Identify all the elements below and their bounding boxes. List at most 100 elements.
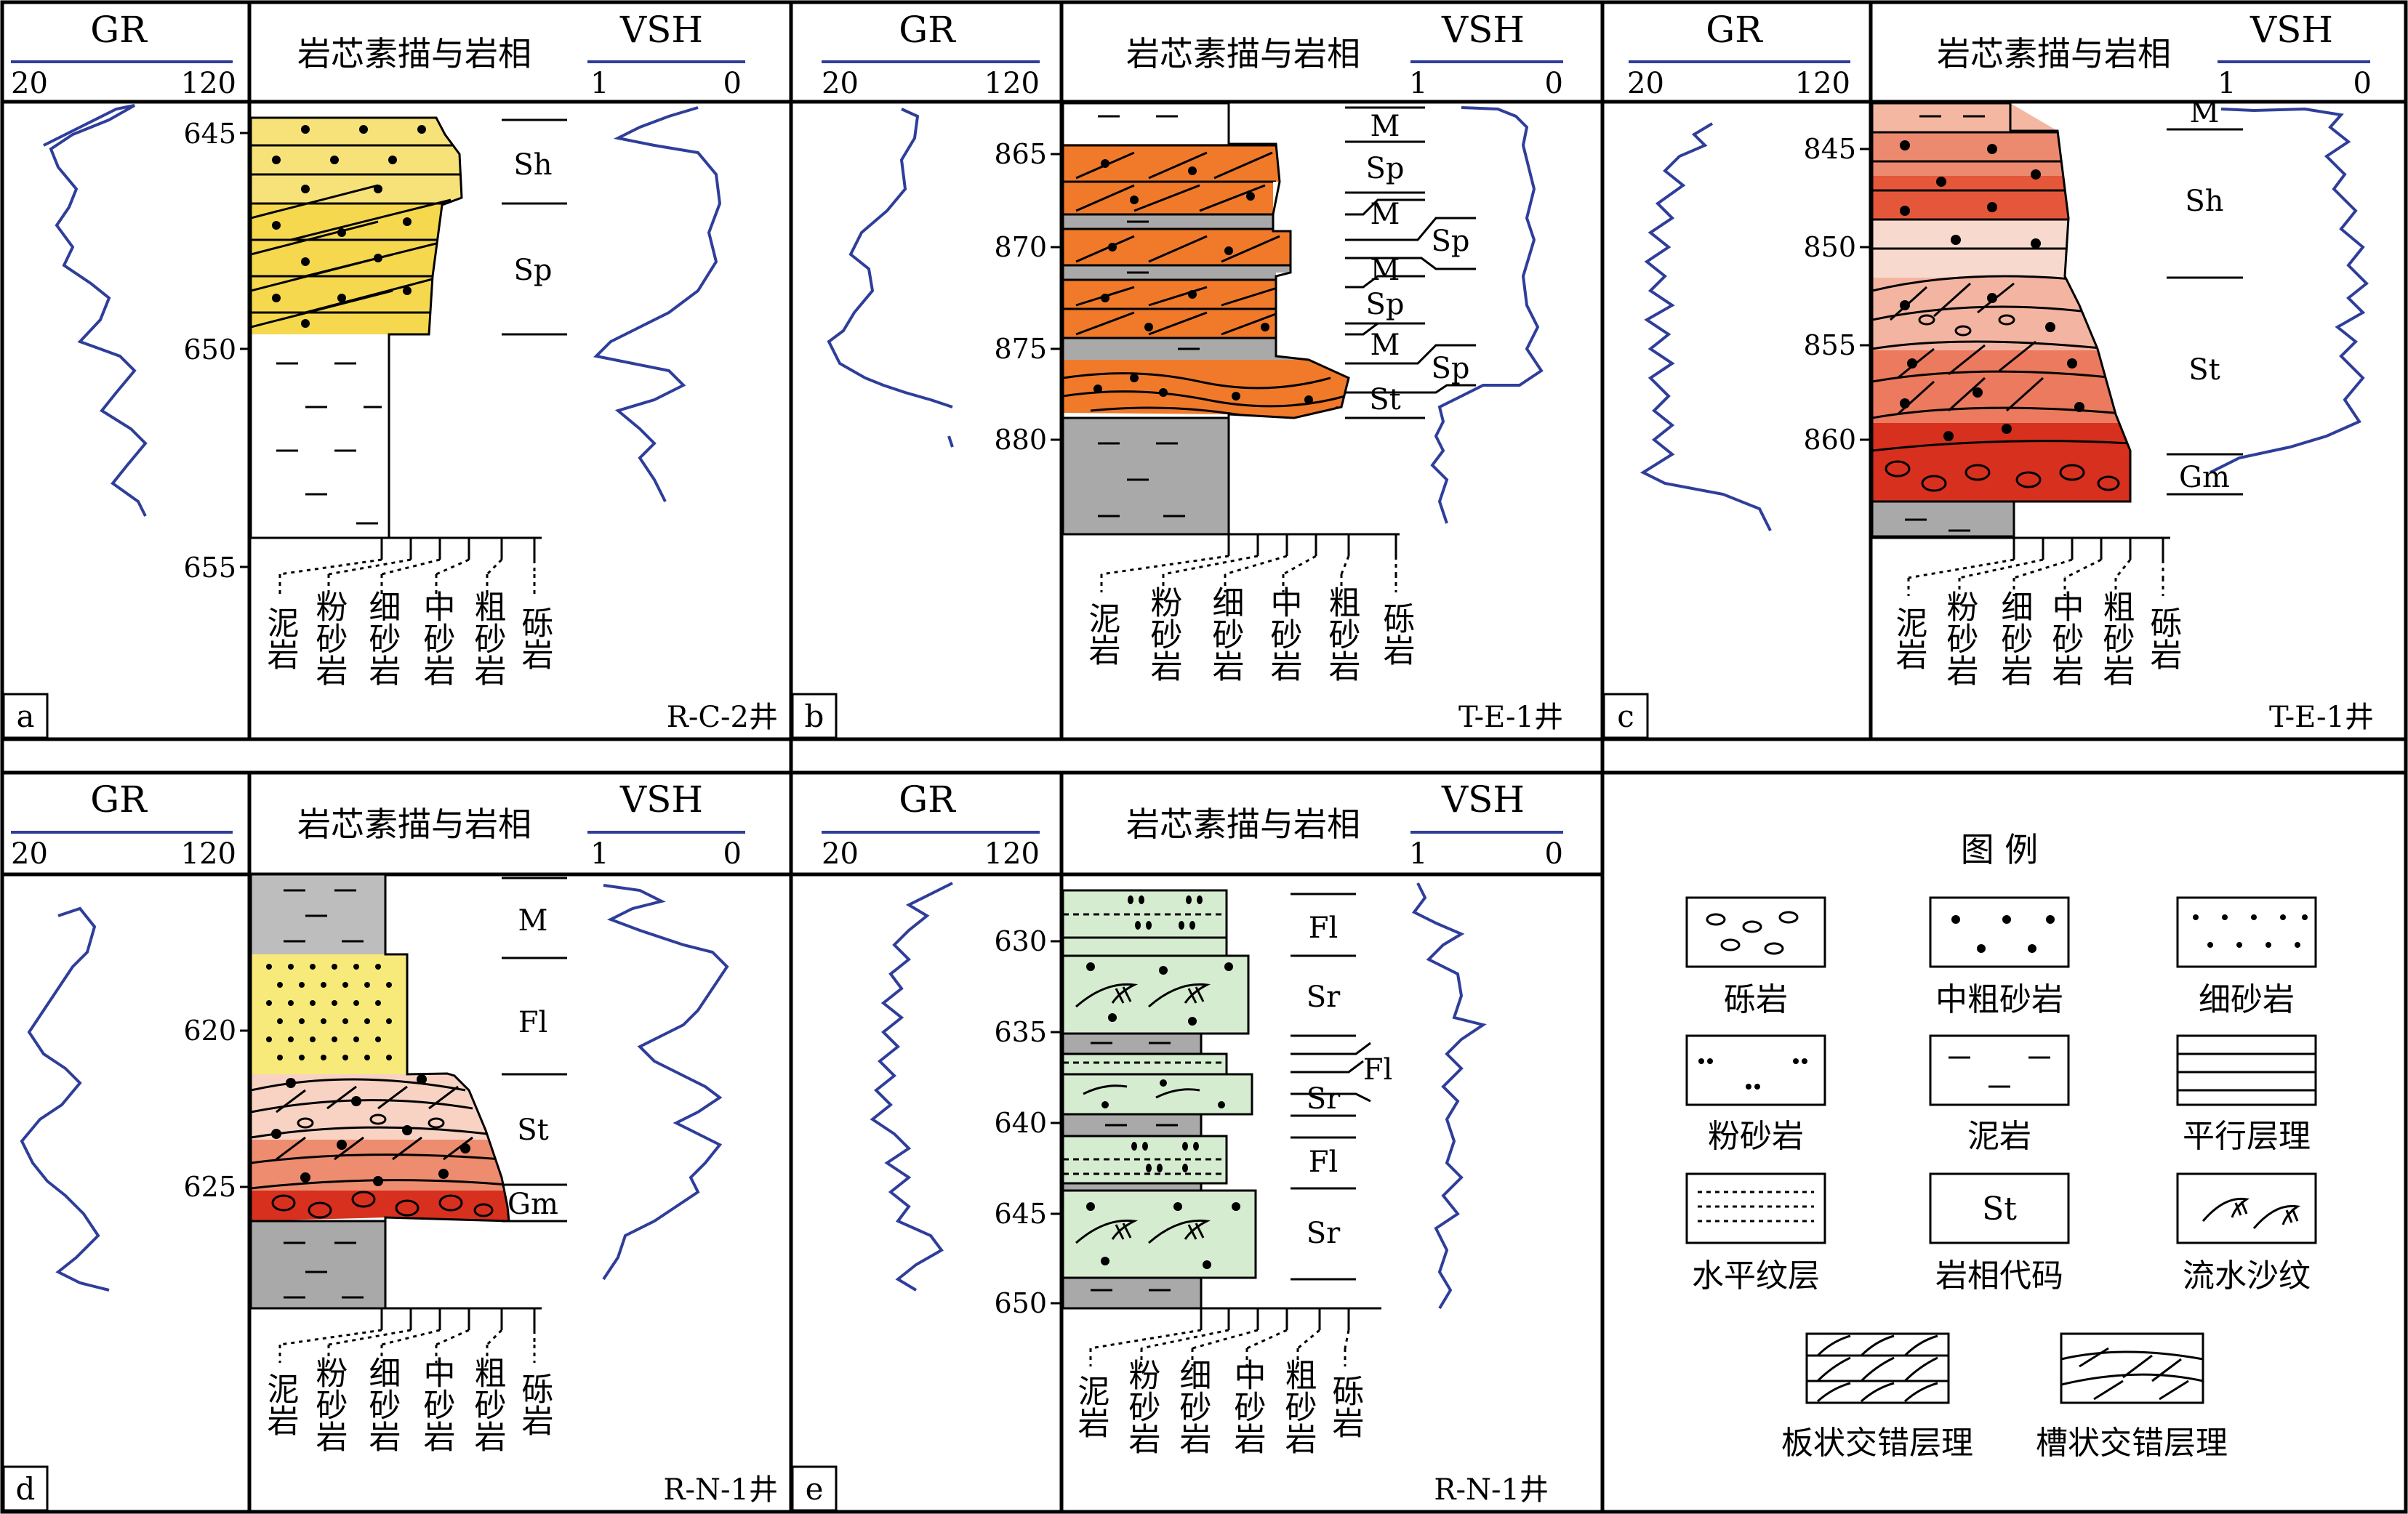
legend-label: 泥岩 bbox=[1967, 1118, 2031, 1155]
lithology-labels: 泥岩 粉砂岩 细砂岩 中砂岩 粗砂岩 砾岩 bbox=[1072, 1358, 1364, 1454]
vsh-scale-max: 0 bbox=[2353, 67, 2372, 100]
well-name: R-C-2井 bbox=[667, 701, 778, 734]
lithology-label: 细砂岩 bbox=[364, 1356, 401, 1452]
legend-facies-example: St bbox=[1982, 1191, 2017, 1228]
well-name: R-N-1井 bbox=[663, 1473, 778, 1507]
depth-label: 865 bbox=[994, 138, 1047, 170]
facies-code: Sr bbox=[1307, 1217, 1341, 1250]
grain-size-scale bbox=[1063, 533, 1400, 592]
depth-label: 640 bbox=[994, 1107, 1047, 1139]
core-header: 岩芯素描与岩相 bbox=[1126, 34, 1360, 73]
legend-label: 流水沙纹 bbox=[2183, 1257, 2311, 1294]
facies-code: M bbox=[518, 904, 548, 938]
lithology-label: 砾岩 bbox=[1378, 602, 1415, 666]
siltstone-layer bbox=[251, 954, 407, 1074]
facies-code: Fl bbox=[1363, 1053, 1393, 1087]
vsh-header: VSH bbox=[619, 778, 703, 821]
legend-label: 板状交错层理 bbox=[1781, 1425, 1973, 1462]
lithology-label: 泥岩 bbox=[1072, 1374, 1109, 1438]
depth-label: 645 bbox=[994, 1198, 1047, 1230]
panel-a: GR 20 120 岩芯素描与岩相 VSH 1 0 bbox=[2, 9, 778, 739]
vsh-curve bbox=[593, 106, 722, 502]
panel-label-box bbox=[791, 693, 838, 739]
lithology-label: 砾岩 bbox=[1327, 1374, 1364, 1438]
lithology-label: 中砂岩 bbox=[1265, 586, 1302, 682]
panel-e: GR 20 120 岩芯素描与岩相 VSH 1 0 bbox=[791, 778, 1563, 1512]
gr-curve bbox=[1640, 122, 1772, 531]
gr-scale-max: 120 bbox=[181, 837, 236, 871]
core-header: 岩芯素描与岩相 bbox=[1937, 34, 2171, 73]
legend-swatch-conglomerate bbox=[1685, 896, 1826, 968]
lithology-label: 泥岩 bbox=[262, 1372, 299, 1436]
lithology-labels: 泥岩 粉砂岩 细砂岩 中砂岩 粗砂岩 砾岩 bbox=[1890, 590, 2182, 686]
facies-code: Sr bbox=[1307, 981, 1341, 1014]
depth-label: 635 bbox=[994, 1016, 1047, 1048]
legend: 图 例 砾岩 中粗砂岩 细砂岩 粉砂岩 泥岩 平行层理 水平纹层 St 岩相代码 bbox=[1685, 830, 2317, 1462]
legend-swatch-medium-coarse-sandstone bbox=[1929, 896, 2070, 968]
legend-label: 槽状交错层理 bbox=[2036, 1425, 2228, 1462]
facies-code: M bbox=[1370, 110, 1400, 143]
panel-label: a bbox=[16, 698, 34, 734]
well-name: T-E-1井 bbox=[1458, 701, 1563, 734]
vsh-curve bbox=[1430, 106, 1544, 524]
facies-code: St bbox=[2188, 353, 2220, 387]
lithology-label: 粗砂岩 bbox=[1280, 1358, 1317, 1454]
depth-label: 630 bbox=[994, 925, 1047, 957]
mudstone-dashes bbox=[1098, 115, 1200, 518]
vsh-scale-min: 1 bbox=[1409, 67, 1427, 100]
legend-label: 平行层理 bbox=[2183, 1118, 2311, 1155]
vsh-scale-max: 0 bbox=[1545, 67, 1563, 100]
core-outline bbox=[1061, 102, 1350, 536]
facies-code: Gm bbox=[507, 1188, 558, 1221]
facies-code: Sr bbox=[1307, 1082, 1341, 1116]
lithology-label: 砾岩 bbox=[2145, 606, 2182, 670]
lithology-label: 细砂岩 bbox=[364, 590, 401, 686]
depth-label: 620 bbox=[183, 1015, 236, 1047]
lithology-label: 粉砂岩 bbox=[310, 1356, 348, 1452]
facies-code: M bbox=[1370, 254, 1400, 287]
depth-label: 875 bbox=[994, 333, 1047, 365]
panel-d: GR 20 120 岩芯素描与岩相 VSH 1 0 bbox=[2, 778, 778, 1512]
depth-label: 850 bbox=[1803, 231, 1856, 263]
legend-label: 粉砂岩 bbox=[1708, 1118, 1804, 1155]
lithology-label: 粗砂岩 bbox=[2098, 590, 2135, 686]
facies-code: M bbox=[2190, 96, 2220, 129]
grain-size-scale bbox=[1872, 536, 2170, 596]
vsh-curve bbox=[602, 884, 729, 1281]
gr-curve-lower bbox=[947, 435, 954, 448]
panel-label: c bbox=[1617, 698, 1634, 734]
legend-label: 中粗砂岩 bbox=[1935, 981, 2063, 1018]
lithology-label: 泥岩 bbox=[1890, 606, 1927, 670]
lithology-label: 粗砂岩 bbox=[469, 590, 506, 686]
facies-code: Sp bbox=[1431, 352, 1469, 385]
facies-code: M bbox=[1370, 198, 1400, 231]
lithology-labels: 泥岩 粉砂岩 细砂岩 中砂岩 粗砂岩 砾岩 bbox=[1083, 586, 1415, 682]
gr-scale-min: 20 bbox=[822, 67, 859, 100]
vsh-header: VSH bbox=[1441, 778, 1525, 821]
legend-label: 水平纹层 bbox=[1692, 1257, 1820, 1294]
panel-b: GR 20 120 岩芯素描与岩相 VSH 1 0 bbox=[791, 9, 1563, 739]
panel-label-box bbox=[1602, 693, 1649, 739]
lithology-label: 中砂岩 bbox=[2047, 590, 2084, 686]
facies-code: M bbox=[1370, 329, 1400, 362]
lithology-label: 粉砂岩 bbox=[1941, 590, 1978, 686]
panel-label-box bbox=[2, 693, 49, 739]
facies-code: Gm bbox=[2179, 461, 2230, 494]
gr-header: GR bbox=[1706, 9, 1763, 51]
well-name: T-E-1井 bbox=[2269, 701, 2374, 734]
vsh-scale-min: 1 bbox=[2218, 67, 2236, 100]
grain-size-scale bbox=[251, 536, 542, 596]
vsh-scale-min: 1 bbox=[1409, 837, 1427, 871]
grain-size-scale bbox=[251, 1307, 542, 1363]
lithology-label: 泥岩 bbox=[262, 606, 299, 670]
facies-code: Sh bbox=[513, 148, 552, 182]
depth-label: 845 bbox=[1803, 133, 1856, 165]
gr-scale-max: 120 bbox=[181, 67, 236, 100]
lithology-labels: 泥岩 粉砂岩 细砂岩 中砂岩 粗砂岩 砾岩 bbox=[262, 590, 553, 686]
legend-label: 砾岩 bbox=[1724, 981, 1788, 1018]
legend-title: 图 例 bbox=[1961, 830, 2039, 869]
gr-header: GR bbox=[899, 9, 956, 51]
gr-header: GR bbox=[90, 9, 148, 51]
vsh-header: VSH bbox=[619, 9, 703, 51]
legend-swatch-tabular-cross-bedding bbox=[1805, 1332, 1950, 1404]
